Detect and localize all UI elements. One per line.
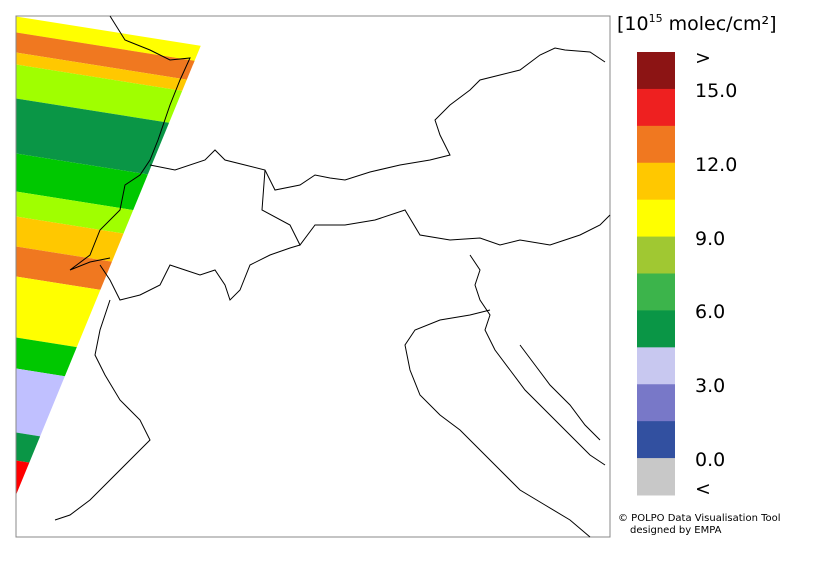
legend-label: 6.0	[695, 301, 725, 323]
country-borders	[54, 15, 611, 538]
colorbar-segment	[637, 347, 675, 385]
legend-label: 15.0	[695, 80, 737, 102]
colorbar-segment	[637, 125, 675, 164]
map-frame	[15, 15, 611, 538]
colorbar-segment	[637, 88, 675, 127]
colorbar-segment	[637, 52, 675, 90]
colorbar-segment	[637, 199, 675, 238]
colorbar-segment	[637, 310, 675, 348]
legend-title: [1015 molec/cm²]	[617, 12, 777, 35]
colorbar-segment	[637, 384, 675, 422]
credit-line: © POLPO Data Visualisation Tool	[618, 513, 781, 524]
legend-label: 12.0	[695, 154, 737, 176]
colorbar-segment	[637, 273, 675, 311]
colorbar-segment	[637, 458, 675, 496]
credit-line: designed by EMPA	[630, 525, 722, 536]
legend-label: 3.0	[695, 375, 725, 397]
colorbar-segment	[637, 421, 675, 459]
colorbar-segment	[637, 236, 675, 274]
legend-label: 9.0	[695, 228, 725, 250]
satellite-swath	[16, 16, 213, 495]
legend-label: >	[695, 47, 711, 69]
legend-label: <	[695, 478, 711, 500]
legend-label: 0.0	[695, 449, 725, 471]
colorbar-segment	[637, 162, 675, 201]
colorbar	[637, 52, 675, 496]
